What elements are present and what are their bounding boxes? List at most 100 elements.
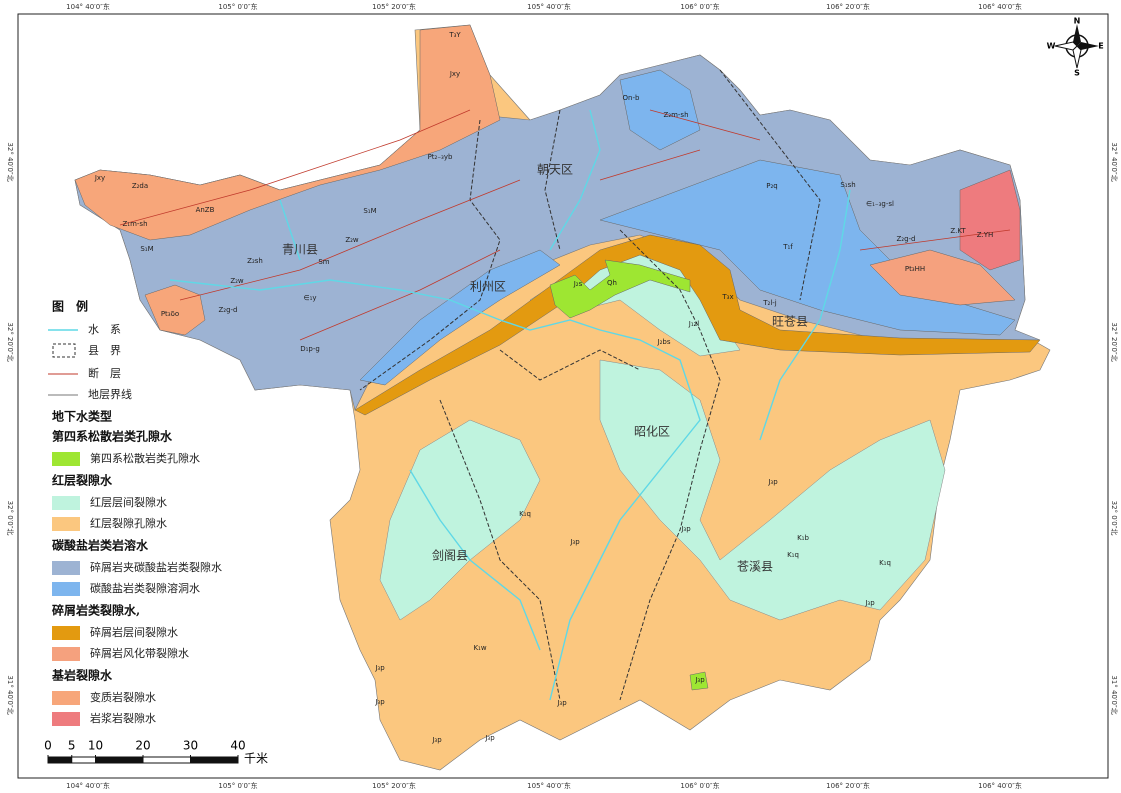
legend-swatch <box>52 561 80 575</box>
compass-letter: W <box>1047 42 1056 51</box>
unit-label: ∈₁y <box>303 294 316 302</box>
scale-bar-segment <box>95 757 143 763</box>
quaternary-area <box>549 259 691 319</box>
coord-label: 106° 20′0″东 <box>826 2 870 11</box>
legend-swatch <box>52 582 80 596</box>
unit-label: J₃p <box>864 599 875 607</box>
unit-label: K₁q <box>519 510 531 518</box>
unit-label: Z₂da <box>132 182 148 190</box>
coord-label: 32° 0′0″北 <box>1110 501 1118 536</box>
coord-label: 105° 20′0″东 <box>372 781 416 790</box>
unit-label: T₁f <box>782 243 793 251</box>
unit-label: J₃p <box>431 736 442 744</box>
coord-label: 32° 40′0″北 <box>1110 142 1118 181</box>
scale-bar-segment <box>48 757 72 763</box>
unit-label: Sm <box>318 258 329 266</box>
unit-label: S₁M <box>363 207 376 215</box>
unit-label: Z₂w <box>230 277 244 285</box>
coord-label: 105° 40′0″东 <box>527 781 571 790</box>
place-label: 昭化区 <box>634 425 670 439</box>
unit-label: Z₂m-sh <box>663 111 688 119</box>
scale-bar-label: 20 <box>135 739 150 753</box>
unit-label: Z.KT <box>950 227 966 235</box>
legend-label: 碎屑岩夹碳酸盐岩类裂隙水 <box>90 560 222 574</box>
place-label: 青川县 <box>282 243 318 257</box>
coord-label: 32° 40′0″北 <box>6 142 14 181</box>
legend-swatch <box>52 712 80 726</box>
unit-label: T₃x <box>721 293 733 301</box>
unit-label: T₂l-j <box>762 299 777 307</box>
coord-label: 106° 0′0″东 <box>680 781 719 790</box>
unit-label: Z.YH <box>977 231 994 239</box>
coord-label: 105° 0′0″东 <box>218 2 257 11</box>
legend-label: 县 界 <box>88 344 121 357</box>
legend-swatch <box>52 496 80 510</box>
unit-label: Pt₃HH <box>905 265 925 273</box>
fault <box>119 109 1011 341</box>
coord-label: 32° 0′0″北 <box>6 501 14 536</box>
compass <box>1054 24 1099 69</box>
legend-group-title: 碳酸盐岩类岩溶水 <box>52 538 149 553</box>
unit-label: P₂q <box>766 182 777 190</box>
legend-group-title: 碎屑岩类裂隙水, <box>52 603 140 618</box>
unit-label: Qh <box>607 279 617 287</box>
unit-label: T₃Y <box>448 31 461 39</box>
scale-bar-unit: 千米 <box>244 752 268 766</box>
place-label: 利州区 <box>470 280 506 294</box>
unit-label: J₃p <box>374 698 385 706</box>
river <box>169 109 851 701</box>
unit-label: Z₂w <box>345 236 359 244</box>
unit-label: K₁q <box>787 551 799 559</box>
compass-letter: E <box>1098 42 1103 51</box>
red-bed-interlayer <box>599 359 946 621</box>
legend-label: 变质岩裂隙水 <box>90 690 156 704</box>
unit-label: Pt₂₋₃yb <box>428 153 453 161</box>
unit-label: Z₂sh <box>247 257 263 265</box>
coord-label: 105° 0′0″东 <box>218 781 257 790</box>
unit-label: J₁zl <box>688 320 700 328</box>
scale-bar-segment <box>190 757 238 763</box>
unit-label: Z₂g-d <box>896 235 915 243</box>
legend-symbol <box>52 343 76 358</box>
coord-label: 32° 20′0″北 <box>6 322 14 361</box>
metamorphic-area <box>74 24 501 241</box>
unit-label: K₁w <box>473 644 486 652</box>
legend-label: 水 系 <box>88 323 121 336</box>
legend-swatch <box>52 626 80 640</box>
coord-label: 105° 40′0″东 <box>527 2 571 11</box>
coord-label: 106° 0′0″东 <box>680 2 719 11</box>
coord-label: 31° 40′0″北 <box>6 675 14 714</box>
unit-label: J₃p <box>484 734 495 742</box>
place-label: 旺苍县 <box>772 315 808 329</box>
legend-swatch <box>52 517 80 531</box>
unit-label: Jxy <box>94 174 105 182</box>
unit-label: Z₂g-d <box>218 306 237 314</box>
scale-bar-label: 0 <box>44 739 52 753</box>
unit-label: J₃p <box>374 664 385 672</box>
legend-swatch <box>52 691 80 705</box>
unit-label: Z₁m-sh <box>122 220 147 228</box>
legend-label: 断 层 <box>88 366 121 380</box>
legend-label: 红层裂隙孔隙水 <box>90 516 167 530</box>
coord-label: 105° 20′0″东 <box>372 2 416 11</box>
weathering-area <box>869 249 1016 306</box>
unit-label: J₃p <box>569 538 580 546</box>
unit-label: AnZB <box>196 206 215 214</box>
place-label: 剑阁县 <box>432 548 468 563</box>
unit-label: J₃p <box>694 676 705 684</box>
scale-bar-label: 5 <box>68 739 76 753</box>
place-label: 朝天区 <box>537 163 573 177</box>
legend-group-title: 红层裂隙水 <box>52 473 113 488</box>
carbonate-band <box>619 69 701 151</box>
legend-label: 碎屑岩层间裂隙水 <box>90 625 178 639</box>
legend-group-title: 第四系松散岩类孔隙水 <box>52 429 173 444</box>
legend-label: 岩浆岩裂隙水 <box>90 711 156 725</box>
unit-label: Pt₃δo <box>161 310 179 318</box>
coord-label: 106° 40′0″东 <box>978 781 1022 790</box>
legend-label: 红层层间裂隙水 <box>90 495 167 509</box>
compass-letter: S <box>1074 69 1080 78</box>
unit-label: K₁q <box>879 559 891 567</box>
legend-label: 碎屑岩风化带裂隙水 <box>90 646 189 660</box>
carbonate-band <box>359 249 561 386</box>
